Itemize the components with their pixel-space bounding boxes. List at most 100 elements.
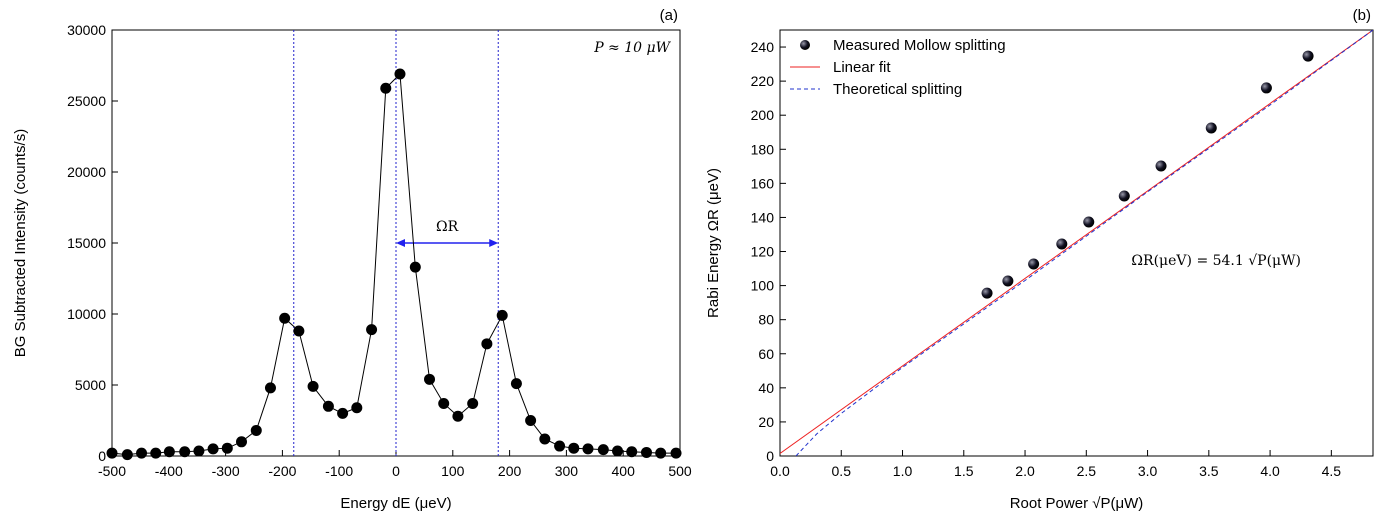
x-tick-label: 3.5 <box>1199 463 1219 479</box>
y-tick-label: 20 <box>758 414 774 430</box>
y-tick-label: 80 <box>758 312 774 328</box>
y-tick-label: 200 <box>751 107 775 123</box>
data-point <box>264 382 276 394</box>
data-point <box>394 68 406 80</box>
x-tick-label: 4.0 <box>1260 463 1280 479</box>
data-point <box>106 447 118 459</box>
y-tick-label: 220 <box>751 73 775 89</box>
legend-label: Measured Mollow splitting <box>833 37 1006 54</box>
data-point <box>626 446 638 458</box>
x-tick-label: -400 <box>155 463 183 479</box>
data-point <box>1083 216 1095 228</box>
y-tick-label: 5000 <box>75 377 106 393</box>
plot-area <box>780 30 1373 456</box>
data-point <box>366 324 378 336</box>
data-point <box>150 447 162 459</box>
arrow-label: ΩR <box>436 219 459 235</box>
data-point <box>510 378 522 390</box>
data-point <box>380 82 392 94</box>
data-point <box>452 410 464 422</box>
x-tick-label: 3.0 <box>1138 463 1158 479</box>
series-line <box>795 30 1373 456</box>
y-axis-label: Rabi Energy ΩR (μeV) <box>705 168 722 318</box>
series-line <box>780 30 1373 454</box>
x-tick-label: 500 <box>668 463 692 479</box>
x-tick-label: 1.0 <box>893 463 913 479</box>
data-point <box>163 446 175 458</box>
data-point <box>525 415 537 426</box>
data-point <box>481 338 493 350</box>
data-point <box>655 447 667 459</box>
legend-label: Theoretical splitting <box>833 81 962 98</box>
data-point <box>582 443 594 455</box>
x-axis-label: Root Power √P(μW) <box>1010 495 1144 512</box>
data-point <box>409 261 421 273</box>
data-point <box>121 449 133 461</box>
y-tick-label: 140 <box>751 209 775 225</box>
legend-symbol <box>800 40 810 50</box>
data-point <box>1118 190 1130 202</box>
y-axis-label: BG Subtracted Intensity (counts/s) <box>12 129 29 357</box>
x-tick-label: -200 <box>268 463 296 479</box>
panel: 0.0 0.5 1.0 1.5 2.0 2.5 3.0 3.5 4.0 4.5 0 20 40 60 80 1… <box>705 7 1374 512</box>
y-tick-label: 25000 <box>67 93 106 109</box>
data-point <box>193 445 205 457</box>
panel-label: (a) <box>660 7 678 24</box>
x-tick-label: 100 <box>441 463 465 479</box>
data-point <box>1056 238 1068 250</box>
x-tick-label: 4.5 <box>1322 463 1342 479</box>
x-tick-label: -300 <box>212 463 240 479</box>
series-line <box>111 72 677 456</box>
data-point <box>221 442 233 454</box>
x-tick-label: 2.0 <box>1015 463 1035 479</box>
y-tick-label: 0 <box>766 448 774 464</box>
data-point <box>207 443 219 455</box>
data-point <box>136 447 148 459</box>
data-point <box>307 380 319 392</box>
x-tick-label: -500 <box>98 463 126 479</box>
data-point <box>554 440 566 452</box>
y-tick-label: 120 <box>751 244 775 260</box>
x-tick-label: 0.5 <box>832 463 852 479</box>
x-tick-label: 0 <box>392 463 400 479</box>
data-point <box>467 397 479 409</box>
data-point <box>1302 50 1314 62</box>
x-tick-label: 2.5 <box>1077 463 1097 479</box>
y-tick-label: 60 <box>758 346 774 362</box>
y-tick-label: 0 <box>98 448 106 464</box>
data-point <box>670 447 682 459</box>
y-tick-label: 30000 <box>67 22 106 38</box>
data-point <box>322 400 334 412</box>
y-tick-label: 40 <box>758 380 774 396</box>
x-tick-label: 200 <box>498 463 522 479</box>
data-point <box>568 442 580 454</box>
data-point <box>539 433 551 445</box>
data-point <box>1002 275 1014 287</box>
data-point <box>1260 82 1272 94</box>
data-point <box>438 397 450 409</box>
y-tick-label: 180 <box>751 141 775 157</box>
data-point <box>279 312 291 324</box>
x-axis-label: Energy dE (μeV) <box>340 495 451 512</box>
y-tick-label: 240 <box>751 39 775 55</box>
data-point <box>597 444 609 456</box>
x-tick-label: -100 <box>325 463 353 479</box>
data-point <box>640 446 652 458</box>
data-point <box>293 325 305 337</box>
data-point <box>1205 122 1217 134</box>
data-point <box>612 445 624 457</box>
data-point <box>337 407 349 419</box>
y-tick-label: 100 <box>751 278 775 294</box>
x-tick-label: 400 <box>612 463 636 479</box>
data-point <box>981 287 993 299</box>
y-tick-label: 20000 <box>67 164 106 180</box>
data-point <box>496 309 508 321</box>
y-tick-label: 15000 <box>67 235 106 251</box>
annotation: P ≈ 10 μW <box>593 40 671 56</box>
data-point <box>1028 258 1040 270</box>
plot-frame <box>779 29 1374 457</box>
panel: -500 -400 -300 -200 -100 0 100 200 300 400 5000500… <box>12 7 692 512</box>
data-point <box>179 446 191 458</box>
x-tick-label: 0.0 <box>770 463 790 479</box>
legend-label: Linear fit <box>833 59 891 76</box>
